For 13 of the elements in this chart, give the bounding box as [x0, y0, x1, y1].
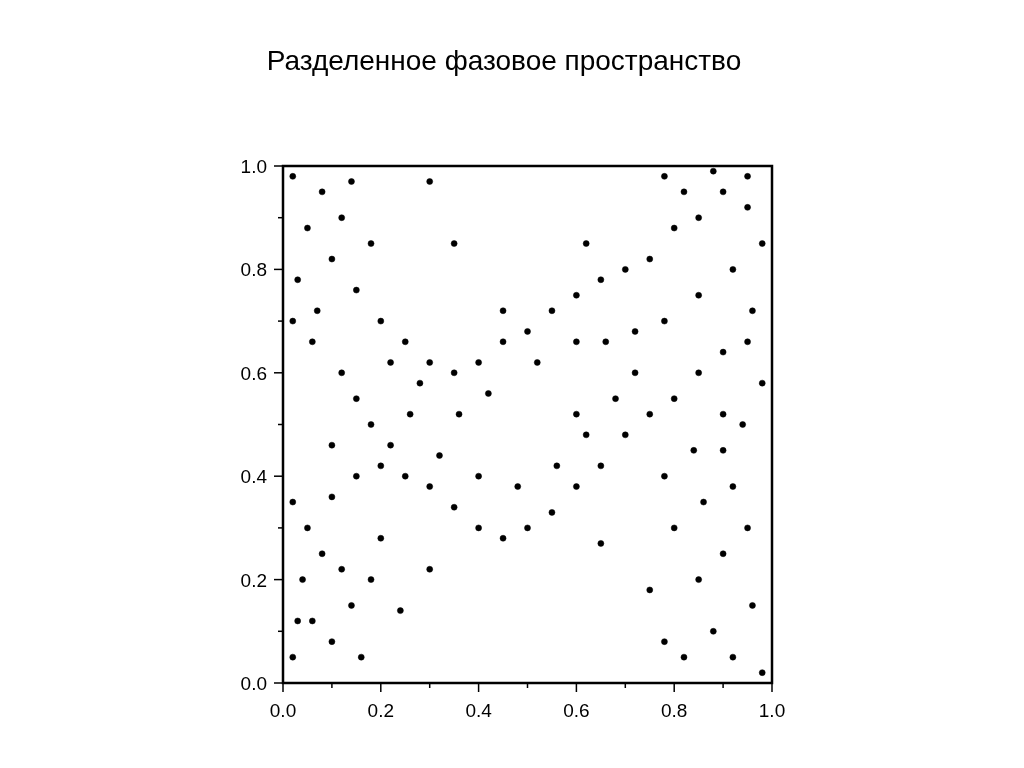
x-tick-label: 0.2 — [367, 700, 395, 721]
x-tick-label: 0.6 — [563, 700, 590, 721]
x-tick-label: 0.4 — [465, 700, 493, 721]
x-tick-label: 1.0 — [758, 700, 786, 721]
y-tick-label: 0.2 — [240, 569, 267, 591]
y-tick-label: 0.0 — [240, 673, 267, 694]
y-tick-label: 0.4 — [240, 466, 268, 488]
y-tick-label: 0.6 — [240, 362, 267, 384]
y-tick-label: 0.8 — [240, 259, 267, 281]
y-tick-label: 1.0 — [240, 156, 267, 177]
chart-title: Разделенное фазовое пространство — [266, 45, 742, 76]
x-tick-label: 0.8 — [660, 700, 688, 721]
x-tick-label: 0.0 — [269, 700, 297, 721]
